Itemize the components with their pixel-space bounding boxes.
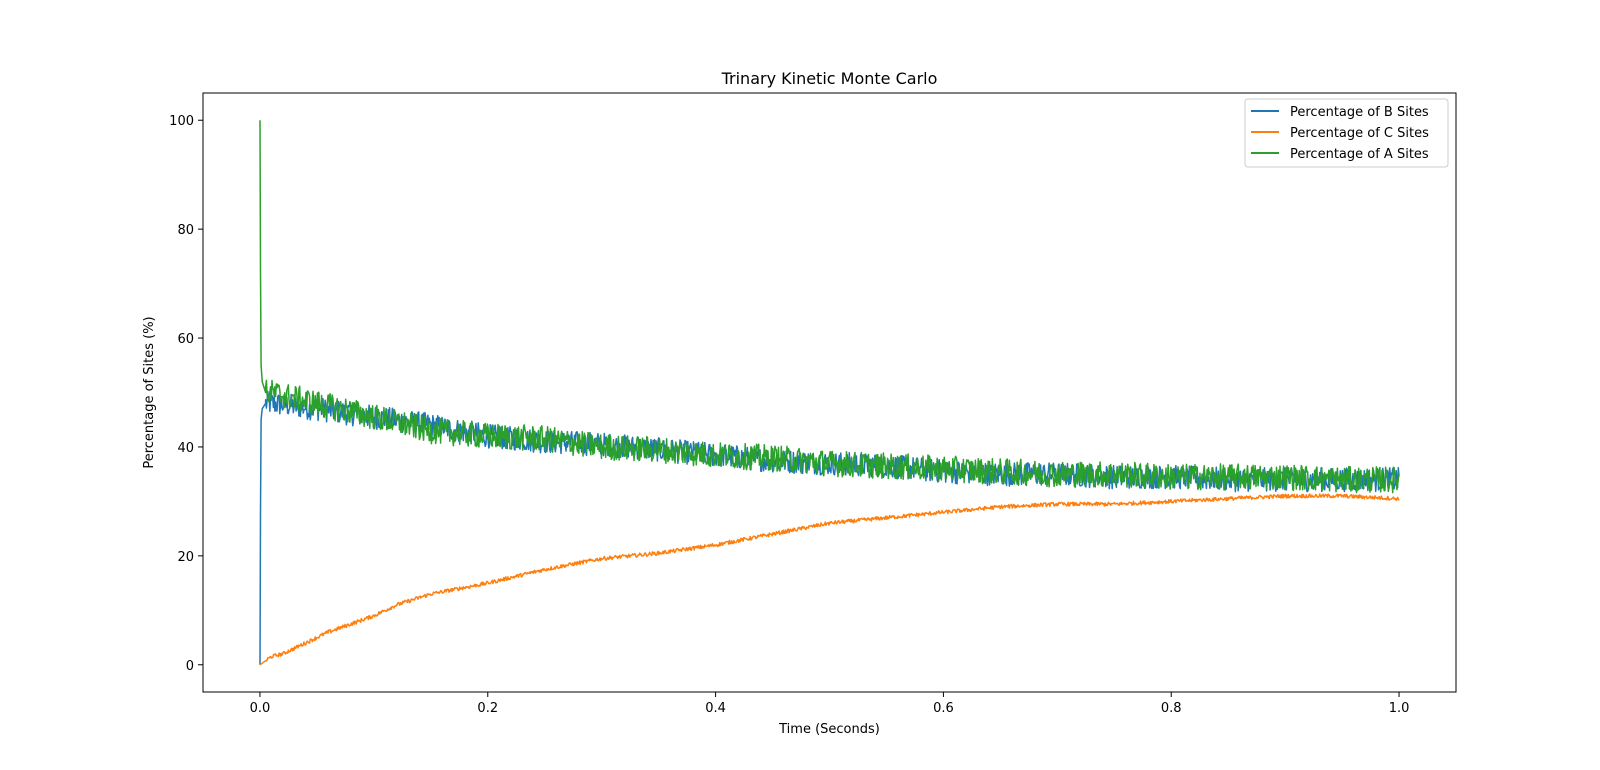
y-tick-label: 60 [177, 332, 194, 347]
legend-label: Percentage of A Sites [1290, 147, 1429, 162]
y-tick-label: 80 [177, 223, 194, 238]
ticks-layer: 0.0 0.2 0.4 0.6 0.8 1.0 0 20 40 60 80 100 [169, 114, 1409, 716]
legend: Percentage of B Sites Percentage of C Sit… [1244, 98, 1449, 168]
series-line-percentage-of-c-sites [259, 493, 1400, 666]
x-tick-label: 0.8 [1161, 701, 1182, 716]
x-tick-label: 0.2 [477, 701, 498, 716]
y-tick-label: 40 [177, 441, 194, 456]
x-tick-label: 0.0 [250, 701, 271, 716]
series-layer [259, 120, 1400, 666]
y-axis-title: Percentage of Sites (%) [142, 316, 157, 468]
legend-label: Percentage of C Sites [1290, 126, 1429, 141]
series-line-percentage-of-a-sites [259, 120, 1400, 494]
legend-box [1244, 98, 1449, 168]
x-tick-label: 0.4 [705, 701, 726, 716]
x-axis-title: Time (Seconds) [778, 722, 880, 737]
series-line-percentage-of-b-sites [259, 390, 1400, 665]
legend-label: Percentage of B Sites [1290, 105, 1429, 120]
y-tick-label: 0 [186, 659, 194, 674]
y-tick-label: 20 [177, 550, 194, 565]
x-tick-label: 0.6 [933, 701, 954, 716]
y-tick-label: 100 [169, 114, 194, 129]
plot-frame [202, 92, 1457, 693]
x-tick-label: 1.0 [1389, 701, 1410, 716]
chart-title: Trinary Kinetic Monte Carlo [721, 69, 938, 88]
